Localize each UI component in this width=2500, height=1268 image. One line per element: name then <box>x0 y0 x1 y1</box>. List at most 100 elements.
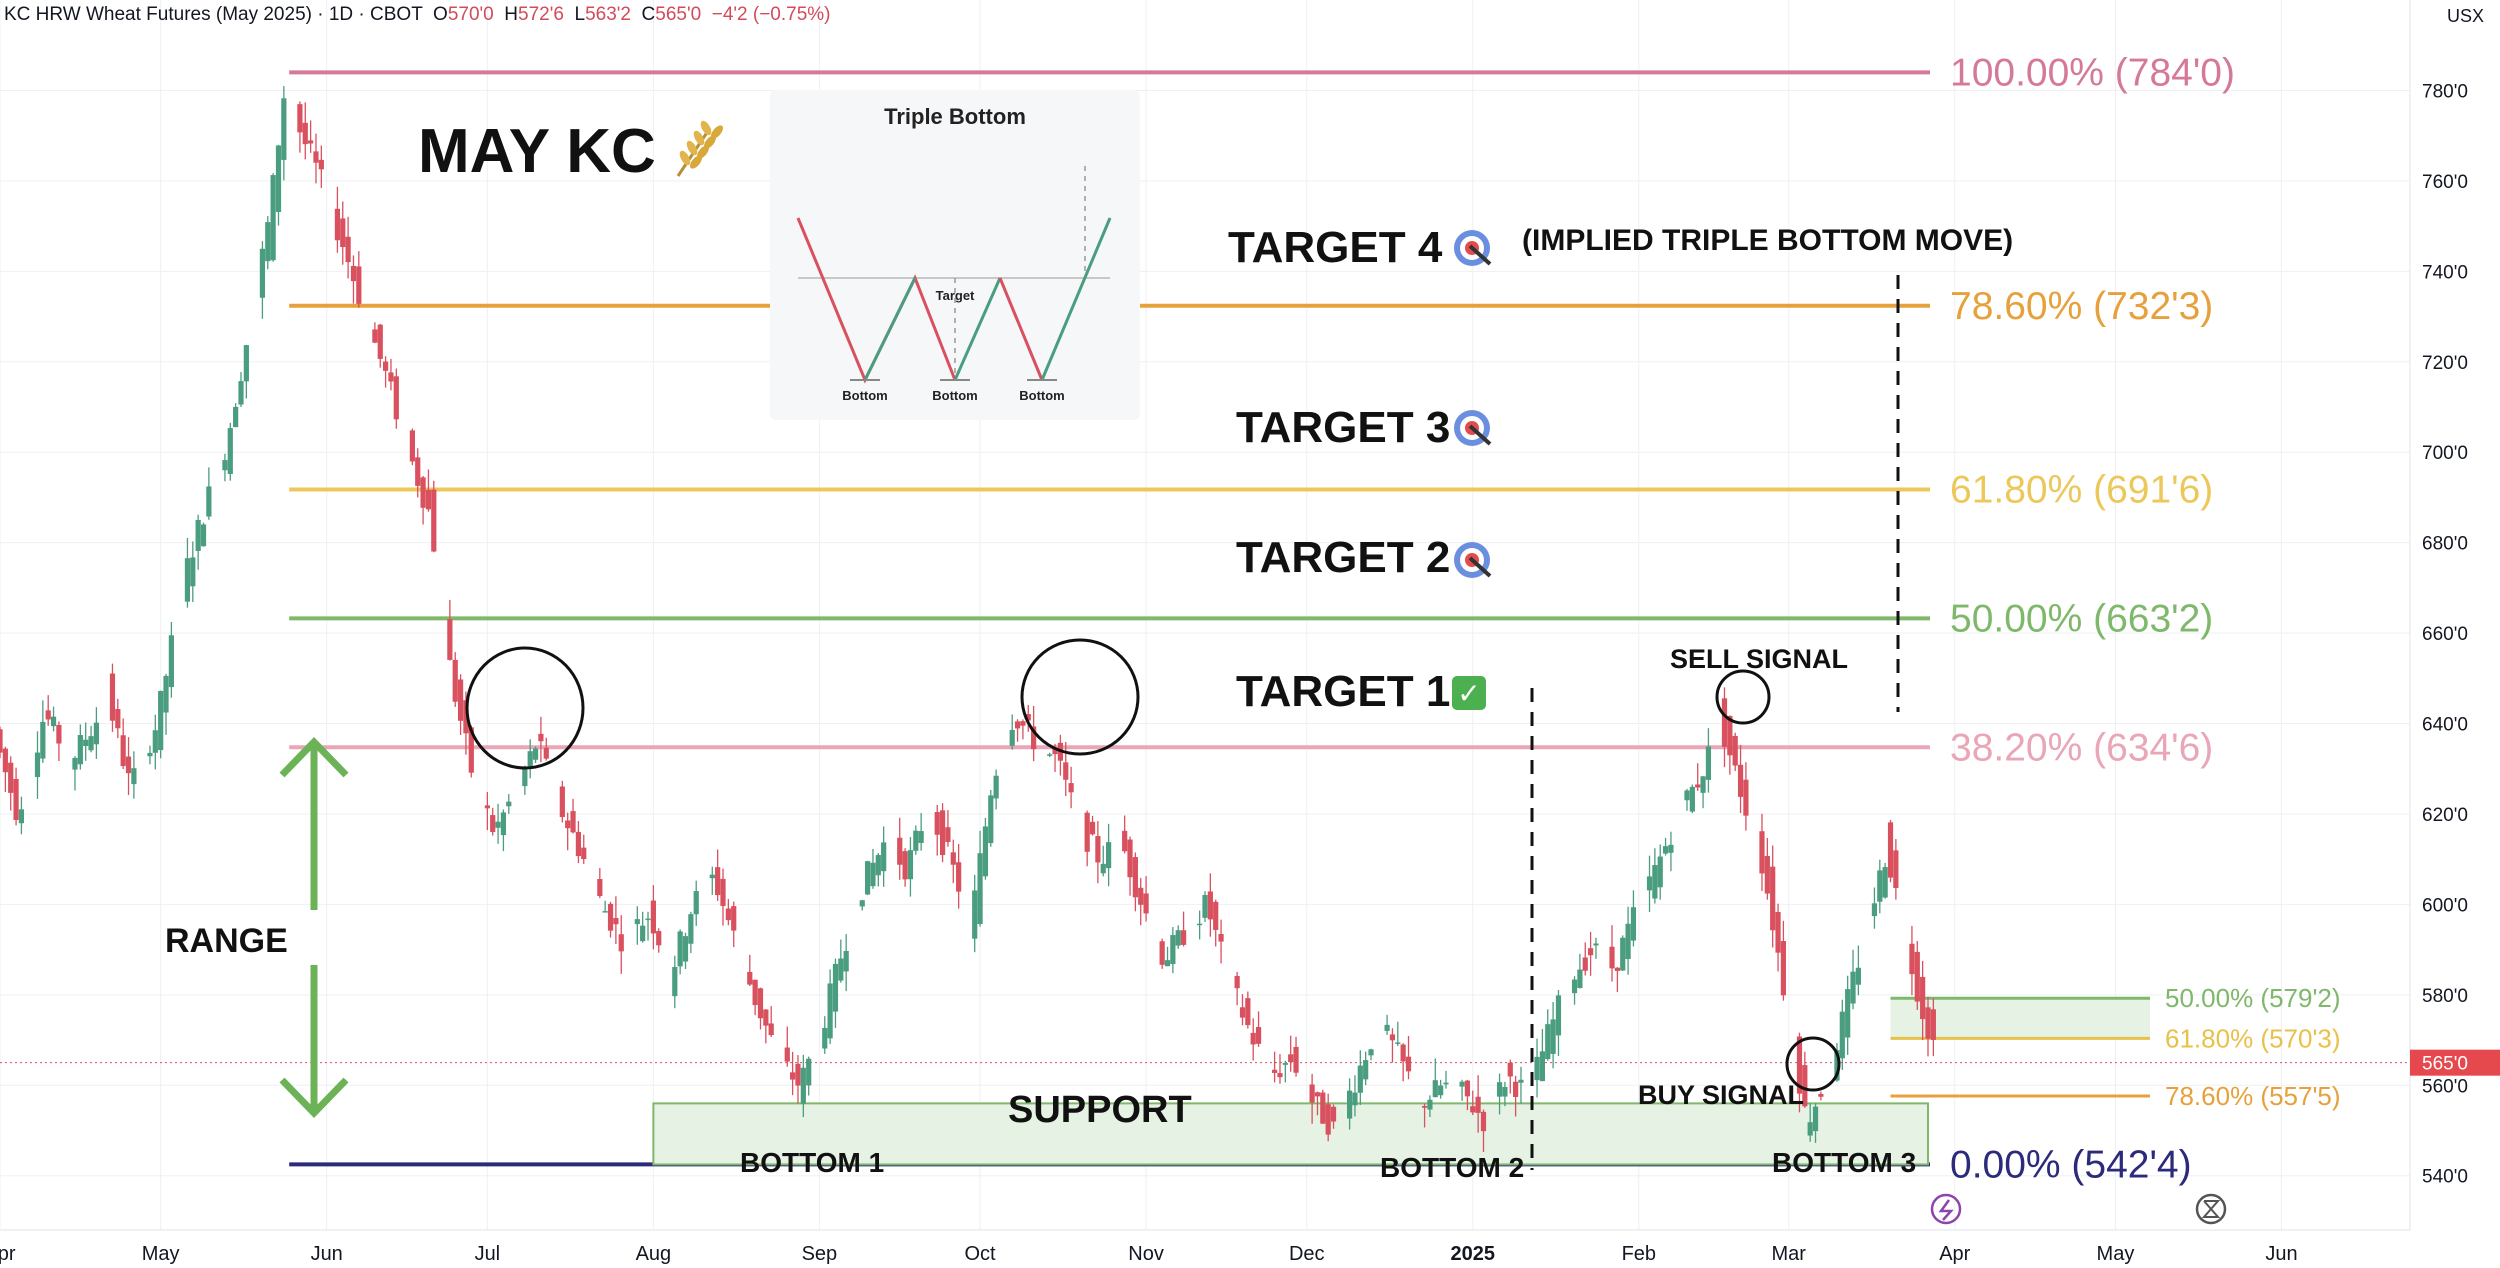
candle <box>1325 1093 1331 1142</box>
candle-body <box>1839 1011 1845 1059</box>
candle <box>1909 925 1915 996</box>
candle-body <box>688 914 694 944</box>
candle <box>656 928 662 953</box>
wheat-grain <box>686 140 698 156</box>
candle-body <box>1480 1111 1487 1132</box>
candle <box>1277 1054 1283 1084</box>
candle <box>784 1026 790 1067</box>
candle-body <box>1272 1069 1278 1073</box>
candle <box>302 102 308 160</box>
candle <box>602 900 608 913</box>
candle-body <box>120 735 126 767</box>
candle <box>618 915 624 974</box>
candle-body <box>393 376 399 420</box>
candle <box>1839 999 1845 1070</box>
candle <box>709 866 715 895</box>
candle-body <box>431 489 437 552</box>
range-arrow <box>279 736 349 1119</box>
last-price-label: 565'0 <box>2422 1054 2468 1075</box>
candle <box>1802 1051 1808 1108</box>
wheat-grain <box>700 120 712 136</box>
candle-body <box>313 151 319 163</box>
candle-body <box>709 874 715 879</box>
candle-body <box>693 891 699 915</box>
candle <box>1421 1103 1428 1128</box>
candle-body <box>1893 850 1899 888</box>
candle-body <box>1132 857 1138 898</box>
candle-body <box>200 524 207 547</box>
wheat-grain <box>679 150 691 166</box>
candle <box>1057 734 1063 776</box>
candle <box>275 144 282 226</box>
candle <box>1534 1038 1540 1098</box>
inset-bottom-label-3: Bottom <box>1019 388 1065 403</box>
candle-body <box>1384 1024 1390 1031</box>
support-label: SUPPORT <box>1008 1089 1192 1131</box>
dart-shaft <box>1468 424 1492 446</box>
candle-body <box>1534 1056 1540 1081</box>
candle-body <box>238 381 244 405</box>
candle-body <box>613 918 619 925</box>
buy-signal-label: BUY SIGNAL <box>1638 1080 1804 1110</box>
candle <box>1138 878 1144 926</box>
candle-body <box>334 208 340 241</box>
candle-body <box>297 104 303 133</box>
candle-body <box>1695 784 1701 788</box>
candle <box>795 1055 801 1104</box>
candle <box>972 874 978 953</box>
candle <box>163 673 169 735</box>
candle <box>265 216 271 270</box>
candle-body <box>747 971 753 985</box>
candle-body <box>56 724 62 744</box>
candle-body <box>1175 930 1181 946</box>
wheat-grain <box>704 135 716 149</box>
candle <box>1545 1009 1551 1061</box>
candle <box>1480 1109 1487 1153</box>
candle-body <box>1834 1050 1840 1081</box>
level-label-fib-100: 100.00% (784'0) <box>1950 51 2235 94</box>
currency-label[interactable]: USX <box>2446 6 2484 26</box>
candle-body <box>420 477 426 508</box>
bottom3-label: BOTTOM 3 <box>1772 1147 1916 1178</box>
candle <box>565 812 571 851</box>
candle <box>543 737 549 761</box>
y-tick-label: 680'0 <box>2422 534 2468 555</box>
pattern-up-leg-2 <box>953 277 1002 381</box>
candle-body <box>425 489 432 510</box>
candle <box>281 86 287 181</box>
candle-body <box>1320 1092 1326 1124</box>
candle-body <box>1363 1060 1369 1080</box>
symbol-header[interactable]: KC HRW Wheat Futures (May 2025) · 1D · C… <box>4 4 831 26</box>
candle-body <box>109 673 116 721</box>
candle-body <box>543 747 549 759</box>
candle-body <box>1684 790 1690 801</box>
candle-body <box>227 428 233 474</box>
candle-body <box>1405 1056 1412 1072</box>
candle <box>147 745 153 765</box>
candle-body <box>843 950 849 972</box>
candle-body <box>1609 946 1615 969</box>
candle-body <box>832 963 839 1012</box>
candle <box>1170 927 1176 974</box>
candle <box>1818 1091 1824 1101</box>
candle <box>447 599 453 661</box>
candle <box>1743 762 1749 831</box>
candle-body <box>1721 698 1728 747</box>
x-tick-label: Mar <box>1772 1243 1807 1265</box>
candle <box>56 721 62 761</box>
x-tick-label: Jun <box>2265 1243 2297 1265</box>
candle-body <box>865 861 871 895</box>
candle <box>1218 919 1224 964</box>
candle <box>1389 1028 1396 1063</box>
candle <box>409 428 415 466</box>
candle-body <box>131 768 137 785</box>
candle-body <box>913 830 919 851</box>
candle-body <box>1095 836 1101 863</box>
candle <box>1759 813 1765 892</box>
candle-body <box>1293 1046 1299 1073</box>
candle-body <box>538 733 544 742</box>
candle-body <box>1759 831 1765 874</box>
candle-body <box>72 757 78 770</box>
